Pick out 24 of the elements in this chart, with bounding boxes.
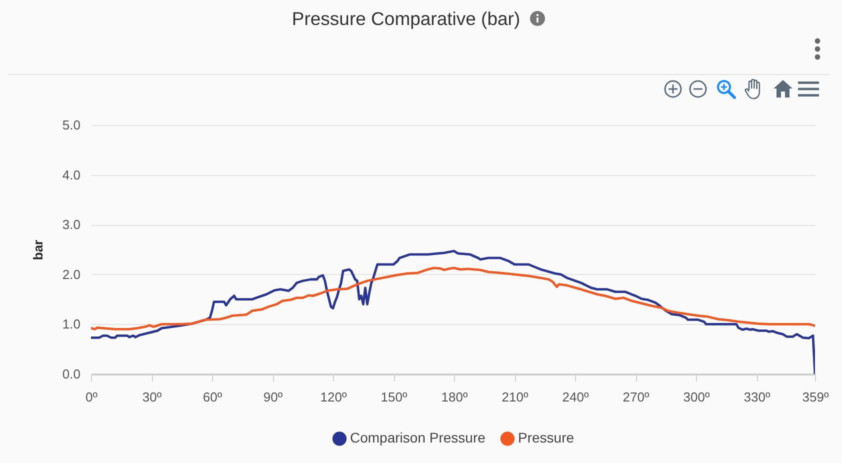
x-tick-label: 330º bbox=[744, 390, 770, 404]
x-tick-label: 180º bbox=[441, 390, 468, 404]
y-axis-title: bar bbox=[30, 240, 46, 260]
y-tick-label: 0.0 bbox=[62, 366, 80, 382]
y-tick-label: 2.0 bbox=[62, 266, 80, 282]
x-tick-label: 90º bbox=[263, 390, 283, 404]
x-tick-label: 300º bbox=[683, 390, 710, 404]
x-tick-label: 120º bbox=[320, 390, 347, 404]
x-tick-label: 30º bbox=[142, 390, 162, 404]
y-tick-label: 3.0 bbox=[62, 217, 80, 232]
legend-label: Pressure bbox=[518, 430, 574, 446]
x-tick-label: 270º bbox=[622, 390, 650, 404]
x-tick-label: 359º bbox=[802, 390, 829, 404]
y-tick-label: 1.0 bbox=[62, 316, 80, 332]
x-tick-label: 210º bbox=[502, 390, 528, 404]
x-tick-label: 150º bbox=[380, 390, 408, 404]
chart-title: Pressure Comparative (bar) bbox=[292, 7, 520, 31]
x-tick-label: 0º bbox=[86, 390, 98, 404]
x-tick-label: 240º bbox=[562, 390, 589, 404]
legend-label: Comparison Pressure bbox=[350, 430, 486, 446]
y-tick-label: 5.0 bbox=[62, 118, 80, 132]
x-tick-label: 60º bbox=[202, 390, 222, 404]
line-series bbox=[91, 266, 815, 330]
y-tick-label: 4.0 bbox=[62, 167, 80, 182]
